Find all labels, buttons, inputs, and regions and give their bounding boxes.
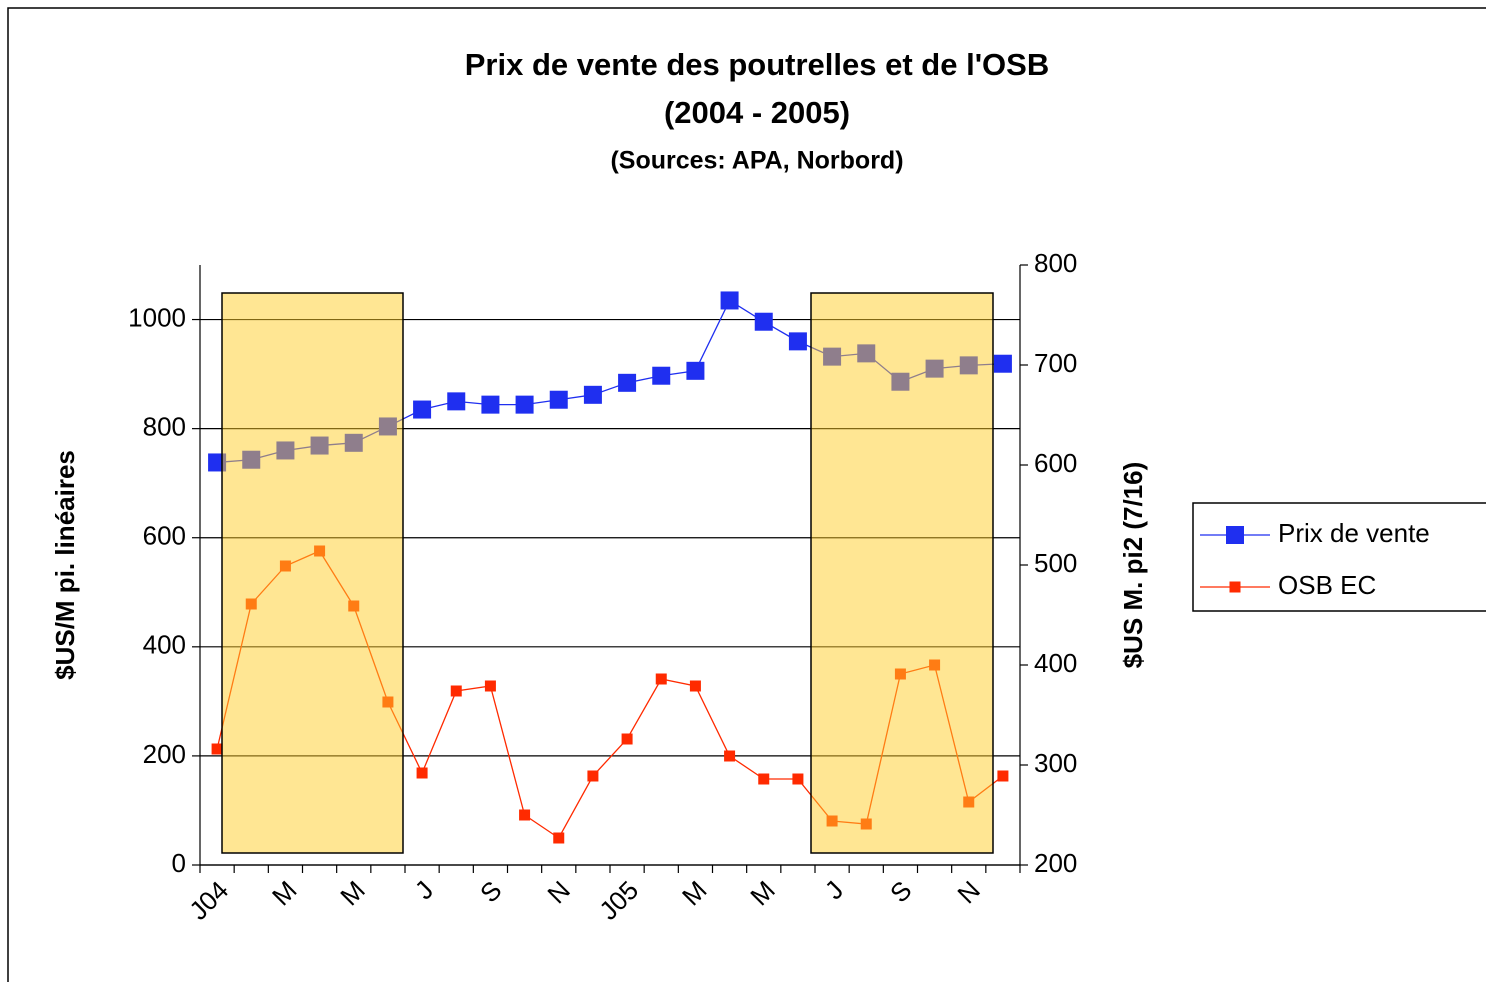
point-marker (450, 685, 462, 697)
y-tick-label: 600 (143, 521, 186, 551)
legend-box (1192, 502, 1486, 612)
point-marker (724, 750, 736, 762)
y2-tick-label: 500 (1034, 548, 1077, 578)
point-marker (553, 832, 565, 844)
y2-tick-label: 200 (1034, 848, 1077, 878)
y2-tick-label: 800 (1034, 248, 1077, 278)
point-marker (484, 680, 496, 692)
legend-marker (1226, 526, 1244, 544)
y2-tick-label: 700 (1034, 348, 1077, 378)
point-marker (788, 332, 807, 351)
chart-subtitle: (2004 - 2005) (664, 95, 850, 130)
point-marker (758, 773, 770, 785)
chart-title: Prix de vente des poutrelles et de l'OSB (465, 47, 1050, 82)
point-marker (519, 809, 531, 821)
point-marker (754, 312, 773, 331)
point-marker (587, 770, 599, 782)
y-tick-label: 400 (143, 630, 186, 660)
point-marker (447, 392, 466, 411)
point-marker (618, 373, 637, 392)
y2-tick-label: 400 (1034, 648, 1077, 678)
point-marker (549, 390, 568, 409)
y-tick-label: 1000 (128, 302, 186, 332)
y-axis-label: $US/M pi. linéaires (50, 450, 80, 680)
y-tick-label: 800 (143, 412, 186, 442)
point-marker (655, 673, 667, 685)
highlight-period (810, 292, 994, 854)
y-tick-label: 0 (172, 848, 186, 878)
point-marker (686, 361, 705, 380)
y-tick-label: 200 (143, 739, 186, 769)
point-marker (652, 366, 671, 385)
point-marker (583, 385, 602, 404)
point-marker (993, 354, 1012, 373)
point-marker (416, 767, 428, 779)
y2-axis-label: $US M. pi2 (7/16) (1118, 462, 1148, 669)
point-marker (621, 733, 633, 745)
point-marker (689, 680, 701, 692)
legend-label: OSB EC (1278, 570, 1376, 600)
chart-source: (Sources: APA, Norbord) (610, 147, 903, 175)
legend-label: Prix de vente (1278, 518, 1430, 548)
point-marker (211, 743, 223, 755)
point-marker (481, 395, 500, 414)
legend-marker (1229, 581, 1241, 593)
point-marker (997, 770, 1009, 782)
y2-tick-label: 600 (1034, 448, 1077, 478)
point-marker (792, 773, 804, 785)
highlight-period (221, 292, 404, 854)
point-marker (413, 400, 432, 419)
point-marker (515, 395, 534, 414)
point-marker (720, 291, 739, 310)
y2-tick-label: 300 (1034, 748, 1077, 778)
